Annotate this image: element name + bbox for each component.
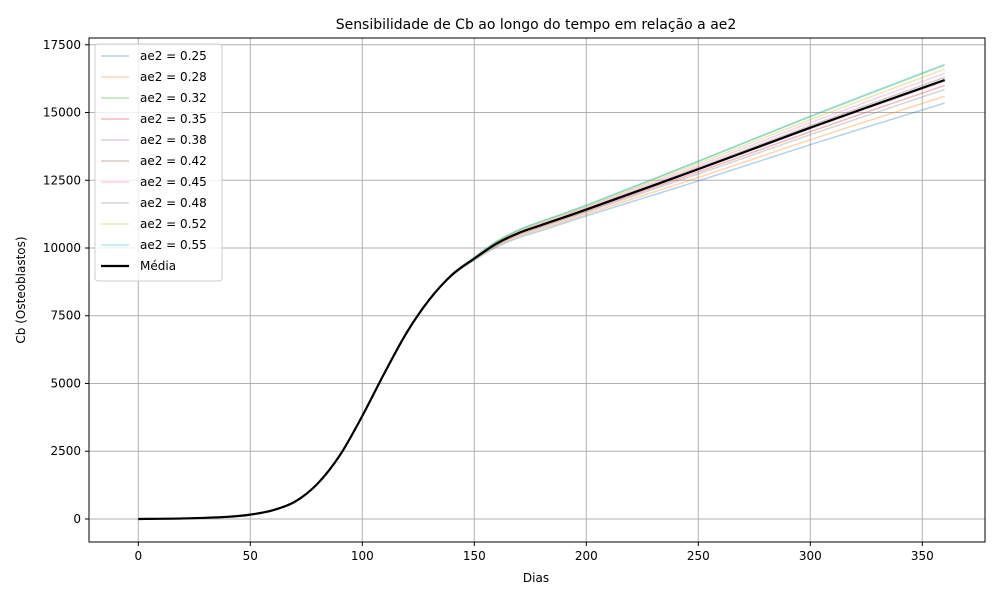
y-tick-label: 0 (73, 512, 81, 526)
legend-label: ae2 = 0.25 (140, 49, 207, 63)
y-tick-label: 15000 (43, 106, 81, 120)
chart-title: Sensibilidade de Cb ao longo do tempo em… (336, 17, 737, 33)
legend-label: Média (140, 259, 176, 273)
x-tick-label: 100 (351, 549, 374, 563)
y-tick-label: 17500 (43, 38, 81, 52)
legend-label: ae2 = 0.28 (140, 70, 207, 84)
legend-box (94, 43, 223, 282)
plot-area-frame (88, 37, 986, 543)
grid-layer (89, 38, 985, 542)
x-tick-label: 300 (799, 549, 822, 563)
legend-label: ae2 = 0.55 (140, 238, 207, 252)
y-tick-label: 5000 (50, 376, 81, 390)
x-tick-label: 150 (463, 549, 486, 563)
x-tick-label: 0 (134, 549, 142, 563)
legend-label: ae2 = 0.42 (140, 154, 207, 168)
series-line-5 (138, 80, 945, 520)
y-tick-label: 10000 (43, 241, 81, 255)
legend-label: ae2 = 0.35 (140, 112, 207, 126)
legend-label: ae2 = 0.48 (140, 196, 207, 210)
x-axis-label: Dias (523, 571, 549, 585)
tick-layer: 0 50 100 150 200 250 300 350 0 2500 5000 7500 10000 1… (43, 38, 934, 563)
y-axis-label: Cb (Osteoblastos) (14, 236, 28, 343)
mean-series-line (138, 78, 946, 521)
series-line-1 (138, 102, 945, 520)
series-line-4 (138, 84, 945, 520)
legend-label: ae2 = 0.52 (140, 217, 207, 231)
legend: ae2 = 0.25 ae2 = 0.28 ae2 = 0.32 ae2 = 0.35… (94, 43, 223, 282)
legend-label: ae2 = 0.38 (140, 133, 207, 147)
series-line-2 (138, 95, 945, 520)
series-line-8 (138, 88, 945, 520)
x-tick-label: 350 (911, 549, 934, 563)
y-tick-label: 2500 (50, 444, 81, 458)
legend-label: ae2 = 0.32 (140, 91, 207, 105)
legend-label: ae2 = 0.45 (140, 175, 207, 189)
x-tick-label: 50 (243, 549, 258, 563)
y-tick-label: 7500 (50, 309, 81, 323)
y-tick-label: 12500 (43, 173, 81, 187)
x-tick-label: 250 (687, 549, 710, 563)
series-layer (138, 63, 946, 521)
x-tick-label: 200 (575, 549, 598, 563)
series-line-6 (138, 76, 945, 520)
